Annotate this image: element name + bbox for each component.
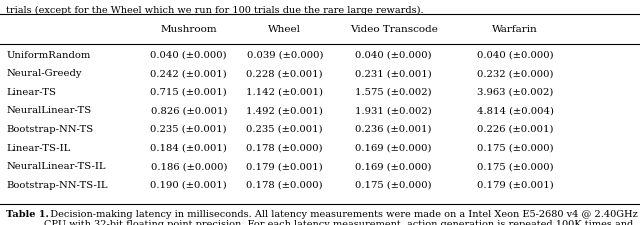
Text: 0.178 (±0.000): 0.178 (±0.000) bbox=[246, 180, 323, 189]
Text: 0.232 (±0.000): 0.232 (±0.000) bbox=[477, 69, 554, 78]
Text: 0.178 (±0.000): 0.178 (±0.000) bbox=[246, 143, 323, 152]
Text: UniformRandom: UniformRandom bbox=[6, 51, 91, 60]
Text: NeuralLinear-TS-IL: NeuralLinear-TS-IL bbox=[6, 161, 106, 170]
Text: Video Transcode: Video Transcode bbox=[349, 25, 438, 34]
Text: 0.169 (±0.000): 0.169 (±0.000) bbox=[355, 143, 432, 152]
Text: Bootstrap-NN-TS-IL: Bootstrap-NN-TS-IL bbox=[6, 180, 108, 189]
Text: 0.040 (±0.000): 0.040 (±0.000) bbox=[355, 51, 432, 60]
Text: Neural-Greedy: Neural-Greedy bbox=[6, 69, 82, 78]
Text: 0.039 (±0.000): 0.039 (±0.000) bbox=[246, 51, 323, 60]
Text: 1.142 (±0.001): 1.142 (±0.001) bbox=[246, 88, 323, 97]
Text: 0.179 (±0.001): 0.179 (±0.001) bbox=[246, 161, 323, 170]
Text: 0.175 (±0.000): 0.175 (±0.000) bbox=[477, 143, 554, 152]
Text: 0.236 (±0.001): 0.236 (±0.001) bbox=[355, 124, 432, 133]
Text: Linear-TS-IL: Linear-TS-IL bbox=[6, 143, 70, 152]
Text: 0.826 (±0.001): 0.826 (±0.001) bbox=[150, 106, 227, 115]
Text: Decision-making latency in milliseconds. All latency measurements were made on a: Decision-making latency in milliseconds.… bbox=[44, 209, 637, 225]
Text: 3.963 (±0.002): 3.963 (±0.002) bbox=[477, 88, 554, 97]
Text: trials (except for the Wheel which we run for 100 trials due the rare large rewa: trials (except for the Wheel which we ru… bbox=[6, 6, 424, 15]
Text: 0.184 (±0.001): 0.184 (±0.001) bbox=[150, 143, 227, 152]
Text: 0.228 (±0.001): 0.228 (±0.001) bbox=[246, 69, 323, 78]
Text: Bootstrap-NN-TS: Bootstrap-NN-TS bbox=[6, 124, 93, 133]
Text: Table 1.: Table 1. bbox=[6, 209, 49, 218]
Text: Warfarin: Warfarin bbox=[492, 25, 538, 34]
Text: 4.814 (±0.004): 4.814 (±0.004) bbox=[477, 106, 554, 115]
Text: 0.715 (±0.001): 0.715 (±0.001) bbox=[150, 88, 227, 97]
Text: 0.186 (±0.000): 0.186 (±0.000) bbox=[150, 161, 227, 170]
Text: 0.169 (±0.000): 0.169 (±0.000) bbox=[355, 161, 432, 170]
Text: 0.175 (±0.000): 0.175 (±0.000) bbox=[355, 180, 432, 189]
Text: 0.231 (±0.001): 0.231 (±0.001) bbox=[355, 69, 432, 78]
Text: Linear-TS: Linear-TS bbox=[6, 88, 56, 97]
Text: 0.226 (±0.001): 0.226 (±0.001) bbox=[477, 124, 554, 133]
Text: NeuralLinear-TS: NeuralLinear-TS bbox=[6, 106, 92, 115]
Text: 0.190 (±0.001): 0.190 (±0.001) bbox=[150, 180, 227, 189]
Text: 1.575 (±0.002): 1.575 (±0.002) bbox=[355, 88, 432, 97]
Text: 1.931 (±0.002): 1.931 (±0.002) bbox=[355, 106, 432, 115]
Text: Wheel: Wheel bbox=[268, 25, 301, 34]
Text: 1.492 (±0.001): 1.492 (±0.001) bbox=[246, 106, 323, 115]
Text: 0.235 (±0.001): 0.235 (±0.001) bbox=[150, 124, 227, 133]
Text: Mushroom: Mushroom bbox=[161, 25, 217, 34]
Text: 0.242 (±0.001): 0.242 (±0.001) bbox=[150, 69, 227, 78]
Text: 0.040 (±0.000): 0.040 (±0.000) bbox=[477, 51, 554, 60]
Text: 0.175 (±0.000): 0.175 (±0.000) bbox=[477, 161, 554, 170]
Text: 0.235 (±0.001): 0.235 (±0.001) bbox=[246, 124, 323, 133]
Text: 0.179 (±0.001): 0.179 (±0.001) bbox=[477, 180, 554, 189]
Text: 0.040 (±0.000): 0.040 (±0.000) bbox=[150, 51, 227, 60]
